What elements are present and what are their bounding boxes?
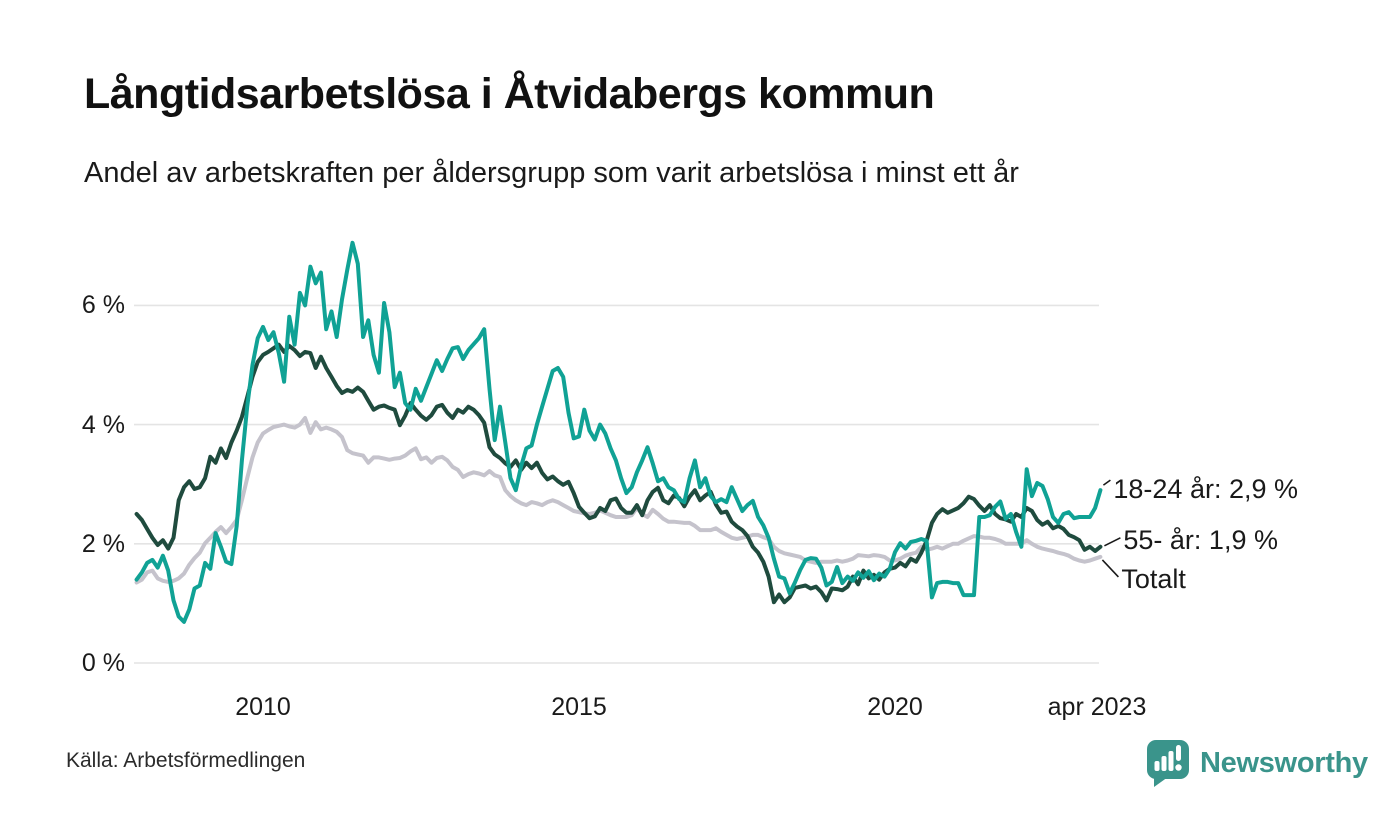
- series-label-18-24: 18-24 år: 2,9 %: [1113, 474, 1299, 505]
- series-line-55- år: [134, 342, 1103, 605]
- y-axis-tick-4: 4 %: [81, 410, 125, 439]
- y-axis-tick-6: 6 %: [81, 291, 125, 320]
- newsworthy-logo-text: Newsworthy: [1200, 746, 1368, 779]
- x-axis-tick-apr-2023: apr 2023: [1047, 693, 1147, 721]
- newsworthy-logo: Newsworthy: [1146, 739, 1368, 787]
- series-label-55-plus: 55- år: 1,9 %: [1123, 524, 1278, 555]
- y-axis-tick-2: 2 %: [81, 529, 125, 558]
- series-label-total: Totalt: [1121, 563, 1186, 594]
- y-axis-tick-0: 0 %: [81, 649, 125, 677]
- series-line-Totalt: [134, 416, 1103, 585]
- page-title: Långtidsarbetslösa i Åtvidabergs kommun: [84, 70, 935, 118]
- source-note: Källa: Arbetsförmedlingen: [66, 749, 306, 772]
- label-leader-line: [1102, 479, 1111, 486]
- x-axis-tick-2020: 2020: [867, 693, 923, 721]
- chart-subtitle: Andel av arbetskraften per åldersgrupp s…: [84, 157, 1019, 189]
- newsworthy-logo-icon: [1147, 740, 1189, 787]
- series-line-18-24 år: [134, 240, 1103, 624]
- label-leader-line: [1104, 537, 1121, 547]
- x-axis-tick-2010: 2010: [235, 693, 291, 721]
- x-axis-tick-2015: 2015: [551, 693, 607, 721]
- label-leader-line: [1101, 559, 1119, 578]
